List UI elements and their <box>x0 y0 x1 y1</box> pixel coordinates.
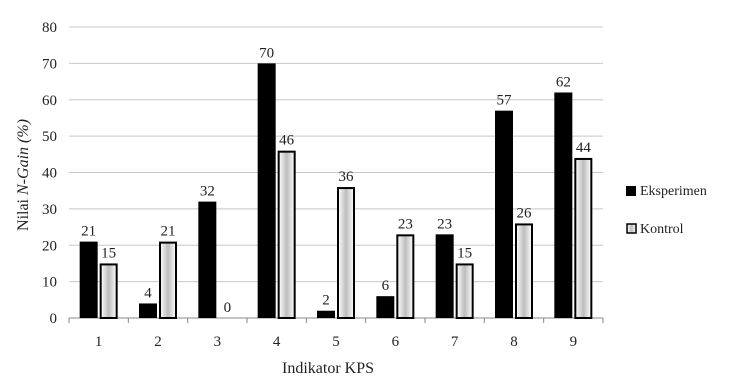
y-tick-label-10: 10 <box>42 275 57 291</box>
y-tick-label-0: 0 <box>50 311 58 327</box>
bar-kontrol-1 <box>99 263 118 319</box>
bar-kontrol-2 <box>159 241 177 319</box>
bar-eksperimen-2 <box>139 303 157 318</box>
data-label-eksperimen-3: 32 <box>200 184 215 200</box>
legend-label-eksperimen: Eksperimen <box>640 184 707 199</box>
data-label-kontrol-8: 26 <box>517 205 533 221</box>
data-label-eksperimen-6: 6 <box>382 278 390 294</box>
y-tick-label-80: 80 <box>42 20 57 36</box>
bar-eksperimen-4 <box>257 63 276 318</box>
y-axis-title: Nilai N-Gain (%) <box>15 119 32 231</box>
bar-kontrol-7 <box>455 263 474 319</box>
bars <box>79 63 593 319</box>
x-tick-label-7: 7 <box>451 334 459 350</box>
data-label-kontrol-7: 15 <box>457 245 472 261</box>
x-tick-label-1: 1 <box>95 334 103 350</box>
data-label-kontrol-6: 23 <box>398 216 413 232</box>
y-tick-label-30: 30 <box>42 202 57 218</box>
data-label-eksperimen-8: 57 <box>497 93 513 109</box>
y-tick-label-50: 50 <box>42 129 57 145</box>
data-label-eksperimen-5: 2 <box>322 293 330 309</box>
y-tick-label-40: 40 <box>42 166 57 182</box>
bar-kontrol-8 <box>515 223 533 319</box>
x-tick-label-2: 2 <box>154 334 162 350</box>
legend-swatch-eksperimen <box>626 186 636 196</box>
x-tick-label-5: 5 <box>332 334 340 350</box>
bar-kontrol-6 <box>396 234 415 319</box>
y-tick-label-20: 20 <box>42 238 57 254</box>
data-labels: 21 15 4 21 32 0 70 46 2 36 6 23 23 15 57 26 62 44 <box>81 45 591 316</box>
bar-eksperimen-8 <box>495 110 513 318</box>
bar-kontrol-5 <box>337 187 355 319</box>
legend-label-kontrol: Kontrol <box>640 222 684 237</box>
data-label-eksperimen-2: 4 <box>144 285 152 301</box>
y-tick-labels: 0 10 20 30 40 50 60 70 80 <box>42 20 57 327</box>
y-tick-label-70: 70 <box>42 56 57 72</box>
x-tick-label-6: 6 <box>392 334 400 350</box>
legend: Eksperimen Kontrol <box>626 184 707 237</box>
data-label-eksperimen-1: 21 <box>81 224 96 240</box>
data-label-eksperimen-9: 62 <box>556 74 571 90</box>
x-tick-label-3: 3 <box>214 334 222 350</box>
data-label-kontrol-4: 46 <box>279 133 295 149</box>
x-tick-label-9: 9 <box>570 334 578 350</box>
x-tick-label-4: 4 <box>273 334 281 350</box>
data-label-eksperimen-4: 70 <box>259 45 274 61</box>
data-label-kontrol-1: 15 <box>101 245 116 261</box>
bar-eksperimen-6 <box>376 296 395 318</box>
bar-eksperimen-3 <box>198 201 217 318</box>
legend-item-kontrol: Kontrol <box>626 222 684 237</box>
data-label-eksperimen-7: 23 <box>437 216 452 232</box>
legend-item-eksperimen: Eksperimen <box>626 184 707 199</box>
x-tick-label-8: 8 <box>510 334 518 350</box>
bar-kontrol-9 <box>574 157 593 319</box>
y-tick-label-60: 60 <box>42 93 57 109</box>
data-label-kontrol-9: 44 <box>576 140 592 156</box>
data-label-kontrol-2: 21 <box>161 224 176 240</box>
bar-eksperimen-7 <box>435 234 454 318</box>
bar-eksperimen-9 <box>554 92 573 318</box>
gridlines <box>68 26 604 323</box>
x-axis-title: Indikator KPS <box>282 360 374 377</box>
x-tick-labels: 1 2 3 4 5 6 7 8 9 <box>95 334 577 350</box>
legend-swatch-kontrol <box>626 223 637 234</box>
bar-eksperimen-5 <box>317 310 335 318</box>
bar-kontrol-4 <box>277 150 296 319</box>
bar-eksperimen-1 <box>79 241 98 318</box>
data-label-kontrol-3: 0 <box>224 300 232 316</box>
data-label-kontrol-5: 36 <box>339 169 355 185</box>
